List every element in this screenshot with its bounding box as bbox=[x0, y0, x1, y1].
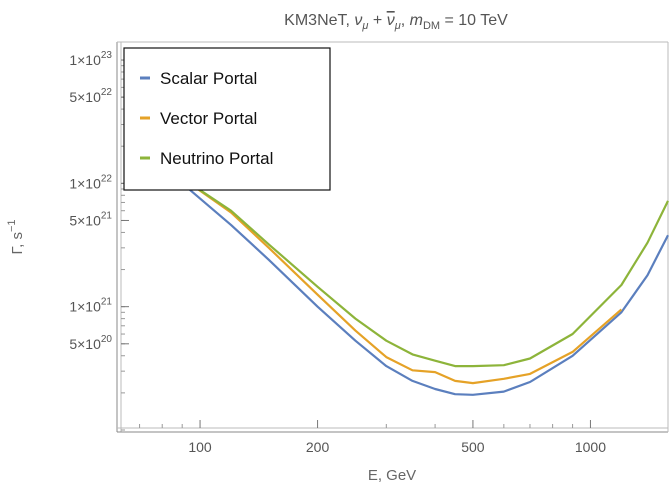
y-tick-label: 1×1022 bbox=[69, 173, 112, 191]
x-tick-label: 200 bbox=[306, 439, 330, 455]
legend-label: Scalar Portal bbox=[160, 69, 257, 88]
series-line-scalar-portal bbox=[181, 182, 669, 396]
y-tick-label: 5×1021 bbox=[69, 210, 112, 228]
x-axis: 100 200 500 1000 bbox=[188, 420, 606, 455]
y-axis-title: Γ, s−1 bbox=[6, 220, 26, 255]
series-layer bbox=[181, 179, 669, 396]
x-tick-label: 500 bbox=[461, 439, 485, 455]
x-tick-label: 1000 bbox=[575, 439, 606, 455]
x-tick-label: 100 bbox=[188, 439, 212, 455]
y-axis: 1×1023 5×1022 1×1022 5×1021 1×1021 5×1020 bbox=[69, 50, 129, 352]
legend-box bbox=[123, 47, 331, 191]
legend: Scalar Portal Vector Portal Neutrino Porta… bbox=[123, 47, 331, 191]
chart-title: KM3NeT, νμ + νμ, mDM = 10 TeV bbox=[284, 12, 508, 32]
x-axis-title: E, GeV bbox=[368, 467, 416, 484]
y-tick-label: 5×1022 bbox=[69, 87, 112, 105]
series-line-vector-portal bbox=[185, 179, 623, 385]
y-tick-label: 1×1021 bbox=[69, 297, 112, 315]
y-tick-label: 1×1023 bbox=[69, 50, 112, 68]
y-tick-label: 5×1020 bbox=[69, 334, 112, 352]
legend-label: Neutrino Portal bbox=[160, 149, 273, 168]
legend-label: Vector Portal bbox=[160, 109, 257, 128]
series-line-neutrino-portal bbox=[185, 179, 669, 368]
